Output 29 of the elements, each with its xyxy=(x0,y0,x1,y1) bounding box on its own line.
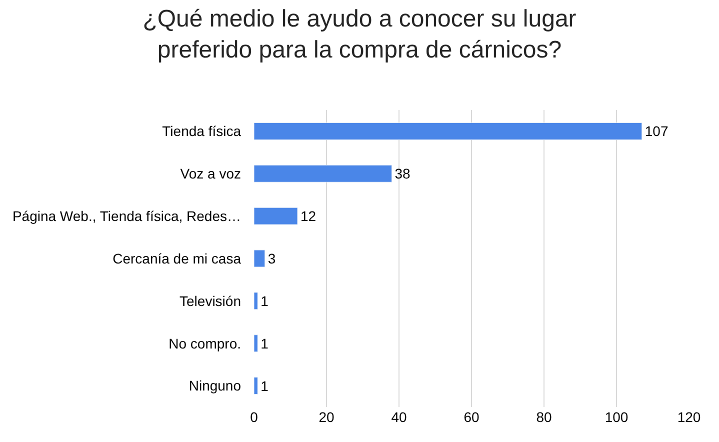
x-tick-label: 100 xyxy=(604,409,628,425)
bar xyxy=(254,334,258,352)
y-tick-label: No compro. xyxy=(168,335,241,352)
data-label: 38 xyxy=(394,166,411,182)
data-label: 3 xyxy=(268,250,276,266)
x-tick-label: 40 xyxy=(391,409,407,425)
y-tick-label: Voz a voz xyxy=(180,166,241,182)
bar xyxy=(254,292,258,310)
data-label: 107 xyxy=(644,123,668,140)
x-tick-label: 60 xyxy=(464,409,480,425)
x-tick-label: 80 xyxy=(536,409,552,425)
bar xyxy=(254,207,298,225)
y-tick-label: Televisión xyxy=(180,292,241,309)
bar xyxy=(254,122,642,140)
bar xyxy=(254,250,266,268)
data-label: 12 xyxy=(300,208,316,224)
y-tick-label: Tienda física xyxy=(162,123,242,140)
y-tick-label: Ninguno xyxy=(188,378,242,394)
y-tick-label: Página Web., Tienda física, Redes… xyxy=(12,208,241,224)
chart-title: ¿Qué medio le ayudo a conocer su lugar preferido para la compra de cárnicos? xyxy=(142,6,576,64)
x-tick-label: 0 xyxy=(250,409,258,425)
x-tick-label: 20 xyxy=(318,409,334,425)
data-label: 1 xyxy=(260,378,269,394)
data-label: 1 xyxy=(260,335,269,352)
x-tick-label: 120 xyxy=(677,409,701,425)
bar xyxy=(254,164,392,182)
bar xyxy=(254,377,258,395)
y-tick-label: Cercanía de mi casa xyxy=(112,250,242,266)
data-label: 1 xyxy=(260,292,269,309)
